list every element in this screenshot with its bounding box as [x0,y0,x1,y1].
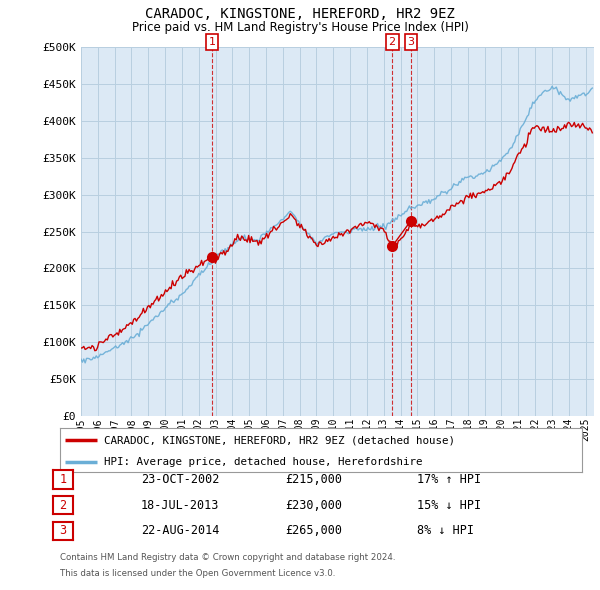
Text: 3: 3 [407,37,415,47]
Text: 2: 2 [389,37,396,47]
Text: CARADOC, KINGSTONE, HEREFORD, HR2 9EZ (detached house): CARADOC, KINGSTONE, HEREFORD, HR2 9EZ (d… [104,435,455,445]
Text: 8% ↓ HPI: 8% ↓ HPI [417,525,474,537]
Text: 1: 1 [209,37,215,47]
Text: 18-JUL-2013: 18-JUL-2013 [141,499,220,512]
Text: CARADOC, KINGSTONE, HEREFORD, HR2 9EZ: CARADOC, KINGSTONE, HEREFORD, HR2 9EZ [145,7,455,21]
Text: £230,000: £230,000 [285,499,342,512]
Text: Price paid vs. HM Land Registry's House Price Index (HPI): Price paid vs. HM Land Registry's House … [131,21,469,34]
Text: 23-OCT-2002: 23-OCT-2002 [141,473,220,486]
Text: 1: 1 [59,473,67,486]
Text: 22-AUG-2014: 22-AUG-2014 [141,525,220,537]
Text: 3: 3 [59,525,67,537]
Text: Contains HM Land Registry data © Crown copyright and database right 2024.: Contains HM Land Registry data © Crown c… [60,553,395,562]
Text: 17% ↑ HPI: 17% ↑ HPI [417,473,481,486]
Text: 2: 2 [59,499,67,512]
Text: 15% ↓ HPI: 15% ↓ HPI [417,499,481,512]
Text: This data is licensed under the Open Government Licence v3.0.: This data is licensed under the Open Gov… [60,569,335,578]
Text: £215,000: £215,000 [285,473,342,486]
Text: HPI: Average price, detached house, Herefordshire: HPI: Average price, detached house, Here… [104,457,423,467]
Text: £265,000: £265,000 [285,525,342,537]
